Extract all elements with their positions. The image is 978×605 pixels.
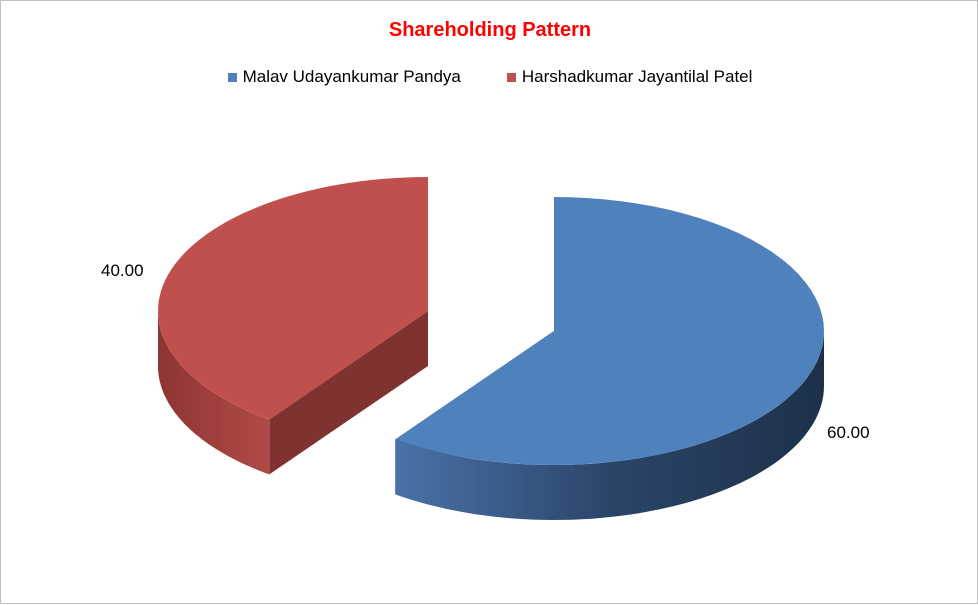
legend-item: Malav Udayankumar Pandya [227,67,461,87]
chart-title: Shareholding Pattern [388,19,592,41]
legend-label: Malav Udayankumar Pandya [242,67,461,86]
legend-swatch [506,72,516,82]
slice-side-face [269,311,428,475]
pie-slice-2 [158,177,428,420]
pie-slice-1 [395,197,824,465]
slice-outer-wall [158,311,270,475]
slice-outer-wall [395,331,824,520]
legend-swatch [227,72,237,82]
data-label: 40.00 [101,261,144,280]
data-label: 60.00 [827,423,870,442]
legend-label: Harshadkumar Jayantilal Patel [521,67,753,86]
legend: Malav Udayankumar Pandya Harshadkumar Ja… [1,67,978,87]
legend-item: Harshadkumar Jayantilal Patel [506,67,753,87]
